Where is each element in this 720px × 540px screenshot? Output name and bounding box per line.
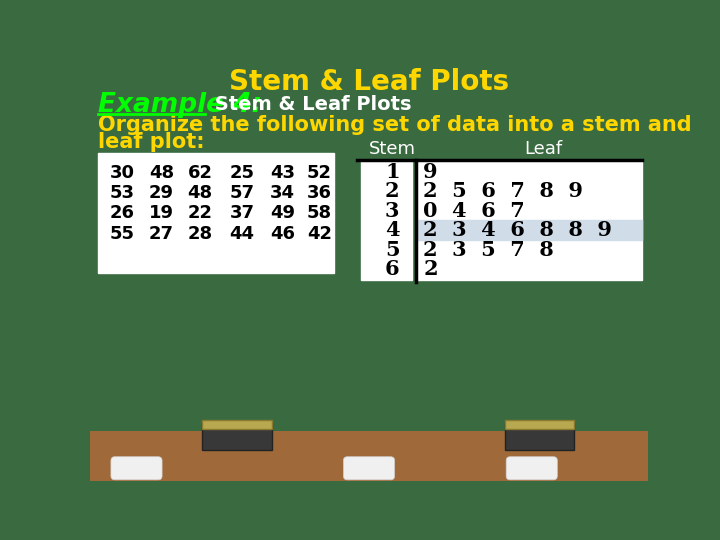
Text: Example 4:: Example 4:	[98, 92, 262, 118]
Text: 42: 42	[307, 225, 332, 243]
Text: 2: 2	[423, 259, 438, 279]
Text: Organize the following set of data into a stem and: Organize the following set of data into …	[98, 115, 691, 135]
Text: 30: 30	[110, 164, 135, 181]
FancyBboxPatch shape	[415, 160, 642, 280]
FancyBboxPatch shape	[506, 457, 557, 480]
Text: Stem & Leaf Plots: Stem & Leaf Plots	[229, 68, 509, 96]
Text: 2  3  4  6  8  8  9: 2 3 4 6 8 8 9	[423, 220, 612, 240]
Text: 6: 6	[385, 259, 400, 279]
Text: Stem & Leaf Plots: Stem & Leaf Plots	[208, 96, 411, 114]
Text: 2  3  5  7  8: 2 3 5 7 8	[423, 240, 554, 260]
Text: 25: 25	[230, 164, 254, 181]
FancyBboxPatch shape	[111, 457, 162, 480]
Text: 29: 29	[149, 184, 174, 202]
Text: 9: 9	[423, 161, 438, 181]
Text: 26: 26	[110, 205, 135, 222]
Text: Stem: Stem	[369, 140, 415, 159]
Text: 1: 1	[385, 161, 400, 181]
Text: Leaf: Leaf	[524, 140, 562, 159]
Text: leaf plot:: leaf plot:	[98, 132, 204, 152]
Text: 34: 34	[270, 184, 294, 202]
Text: 52: 52	[307, 164, 332, 181]
FancyBboxPatch shape	[361, 160, 412, 280]
FancyBboxPatch shape	[98, 153, 334, 273]
Text: 5: 5	[385, 240, 400, 260]
FancyBboxPatch shape	[343, 457, 395, 480]
Text: 2: 2	[385, 181, 400, 201]
Text: 46: 46	[270, 225, 294, 243]
Bar	[505, 423, 575, 450]
Text: 36: 36	[307, 184, 332, 202]
Bar	[202, 420, 272, 429]
Text: 22: 22	[187, 205, 212, 222]
Bar	[505, 420, 575, 429]
Text: 28: 28	[187, 225, 212, 243]
Text: 48: 48	[149, 164, 174, 181]
Text: 2  5  6  7  8  9: 2 5 6 7 8 9	[423, 181, 583, 201]
FancyBboxPatch shape	[415, 220, 642, 240]
Text: 27: 27	[149, 225, 174, 243]
Text: 19: 19	[149, 205, 174, 222]
Bar	[202, 423, 272, 450]
Text: 58: 58	[307, 205, 332, 222]
Text: 49: 49	[270, 205, 294, 222]
Text: 62: 62	[187, 164, 212, 181]
Text: 53: 53	[110, 184, 135, 202]
Text: 37: 37	[230, 205, 254, 222]
Text: 43: 43	[270, 164, 294, 181]
Text: 4: 4	[385, 220, 400, 240]
Text: 3: 3	[385, 200, 400, 220]
Text: 0  4  6  7: 0 4 6 7	[423, 200, 525, 220]
Text: 48: 48	[187, 184, 212, 202]
Text: 57: 57	[230, 184, 254, 202]
Bar	[90, 430, 648, 481]
Text: 55: 55	[110, 225, 135, 243]
Text: 44: 44	[230, 225, 254, 243]
